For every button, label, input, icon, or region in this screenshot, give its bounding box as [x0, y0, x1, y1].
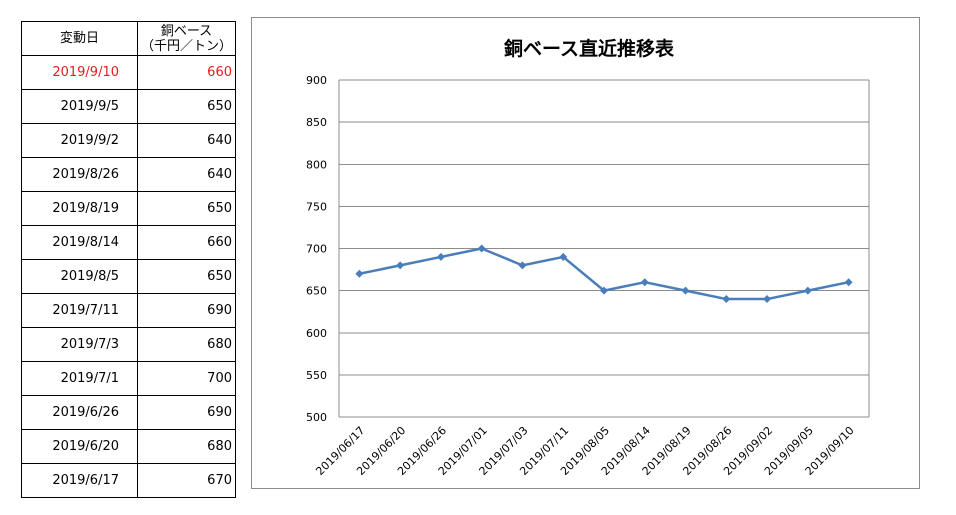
gridlines — [338, 79, 870, 418]
data-point-marker — [355, 269, 364, 278]
value-column-header: 銅ベース （千円／トン） — [137, 21, 236, 56]
data-point-marker — [396, 261, 405, 270]
x-axis-ticks: 2019/06/172019/06/202019/06/262019/07/01… — [313, 424, 856, 478]
table-row: 2019/9/2 640 — [21, 123, 236, 158]
data-point-marker — [640, 278, 649, 287]
price-table: 変動日 銅ベース （千円／トン） 2019/9/10 660 2019/9/5 65… — [21, 21, 236, 498]
row-date: 2019/9/2 — [21, 123, 138, 158]
row-date: 2019/6/17 — [21, 463, 138, 498]
table-row: 2019/6/26 690 — [21, 395, 236, 430]
row-date: 2019/7/3 — [21, 327, 138, 362]
data-point-marker — [763, 295, 772, 304]
table-row: 2019/8/19 650 — [21, 191, 236, 226]
table-row: 2019/8/5 650 — [21, 259, 236, 294]
chart-area: 銅ベース直近推移表 500 550 600 650 700 750 800 850 900 20… — [251, 17, 920, 489]
table-body: 2019/9/10 660 2019/9/5 650 2019/9/2 640 201… — [21, 55, 236, 498]
y-tick-label: 800 — [306, 158, 327, 171]
y-tick-label: 700 — [306, 243, 327, 256]
row-value: 650 — [137, 191, 236, 226]
row-date: 2019/8/5 — [21, 259, 138, 294]
value-header-line2: （千円／トン） — [140, 38, 232, 54]
row-value: 660 — [137, 225, 236, 260]
row-value: 680 — [137, 429, 236, 464]
row-date: 2019/7/1 — [21, 361, 138, 396]
table-row: 2019/7/1 700 — [21, 361, 236, 396]
table-row: 2019/6/20 680 — [21, 429, 236, 464]
y-axis-ticks: 500 550 600 650 700 750 800 850 900 — [306, 74, 327, 424]
y-tick-label: 550 — [306, 369, 327, 382]
data-point-marker — [722, 295, 731, 304]
row-value: 650 — [137, 89, 236, 124]
row-date: 2019/9/10 — [21, 55, 138, 90]
table-row: 2019/9/5 650 — [21, 89, 236, 124]
line-chart: 銅ベース直近推移表 500 550 600 650 700 750 800 850 900 20… — [306, 37, 870, 478]
row-value: 700 — [137, 361, 236, 396]
date-column-header: 変動日 — [21, 21, 138, 56]
row-value: 640 — [137, 123, 236, 158]
table-row: 2019/6/17 670 — [21, 463, 236, 498]
row-value: 660 — [137, 55, 236, 90]
row-value: 650 — [137, 259, 236, 294]
row-value: 640 — [137, 157, 236, 192]
row-value: 670 — [137, 463, 236, 498]
row-date: 2019/8/26 — [21, 157, 138, 192]
series-line-group — [355, 244, 853, 304]
table-row: 2019/8/14 660 — [21, 225, 236, 260]
table-row: 2019/9/10 660 — [21, 55, 236, 90]
table-row: 2019/8/26 640 — [21, 157, 236, 192]
data-point-marker — [436, 252, 445, 261]
row-date: 2019/8/14 — [21, 225, 138, 260]
y-tick-label: 650 — [306, 285, 327, 298]
row-date: 2019/6/26 — [21, 395, 138, 430]
row-date: 2019/6/20 — [21, 429, 138, 464]
y-tick-label: 500 — [306, 411, 327, 424]
data-point-marker — [559, 252, 568, 261]
value-header-line1: 銅ベース — [160, 23, 213, 39]
row-date: 2019/8/19 — [21, 191, 138, 226]
data-point-marker — [803, 286, 812, 295]
row-date: 2019/9/5 — [21, 89, 138, 124]
row-value: 690 — [137, 293, 236, 328]
y-tick-label: 600 — [306, 327, 327, 340]
data-point-marker — [681, 286, 690, 295]
data-point-marker — [477, 244, 486, 253]
y-tick-label: 750 — [306, 200, 327, 213]
table-header-row: 変動日 銅ベース （千円／トン） — [21, 21, 236, 56]
y-tick-label: 850 — [306, 116, 327, 129]
row-value: 680 — [137, 327, 236, 362]
row-value: 690 — [137, 395, 236, 430]
data-point-marker — [600, 286, 608, 295]
table-row: 2019/7/11 690 — [21, 293, 236, 328]
data-point-marker — [844, 278, 853, 287]
y-tick-label: 900 — [306, 74, 327, 87]
table-row: 2019/7/3 680 — [21, 327, 236, 362]
chart-title: 銅ベース直近推移表 — [504, 37, 675, 60]
data-point-marker — [518, 261, 527, 270]
row-date: 2019/7/11 — [21, 293, 138, 328]
